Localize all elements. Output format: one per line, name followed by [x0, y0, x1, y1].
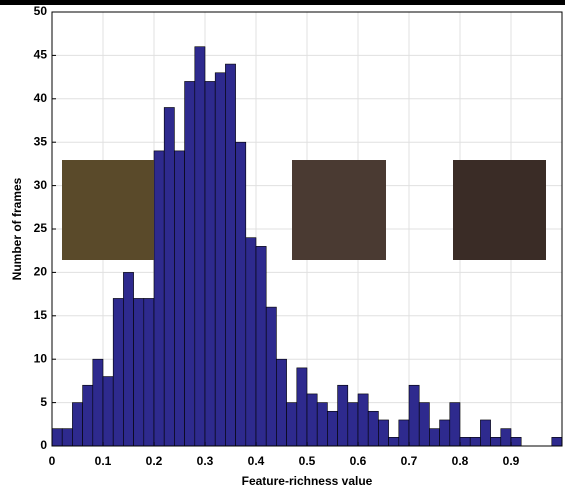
y-tick-label: 5	[40, 395, 47, 409]
x-tick-label: 0.5	[299, 454, 316, 468]
bar	[459, 437, 471, 447]
bar	[286, 402, 298, 447]
bar	[367, 410, 379, 447]
bar	[398, 419, 410, 447]
bar	[357, 393, 369, 447]
bar	[551, 437, 563, 447]
bar	[133, 298, 145, 447]
y-tick-label: 0	[40, 438, 47, 452]
y-tick-label: 50	[34, 4, 48, 18]
bar	[296, 367, 308, 447]
bar	[490, 437, 502, 447]
bar	[153, 150, 165, 447]
bar	[510, 437, 522, 447]
bar	[306, 393, 318, 447]
x-tick-label: 0.4	[248, 454, 265, 468]
bar	[174, 150, 185, 447]
bar	[265, 306, 277, 447]
top-border	[0, 0, 565, 5]
y-tick-label: 20	[34, 265, 48, 279]
bar	[469, 437, 481, 447]
face-photo	[292, 160, 386, 260]
bar	[418, 402, 430, 447]
bar	[337, 384, 349, 447]
y-tick-label: 40	[34, 91, 48, 105]
x-tick-label: 0.8	[452, 454, 469, 468]
x-tick-label: 0.1	[95, 454, 112, 468]
bar	[143, 298, 155, 447]
bar	[255, 246, 267, 447]
face-photo	[453, 160, 546, 260]
bar	[61, 428, 73, 447]
x-tick-label: 0.6	[350, 454, 367, 468]
bar	[449, 402, 461, 447]
bar	[82, 384, 94, 447]
x-tick-label: 0.7	[401, 454, 418, 468]
bar	[500, 428, 512, 447]
face-photo	[62, 160, 154, 260]
bar	[72, 402, 83, 447]
bar	[388, 437, 400, 447]
bar	[429, 428, 440, 447]
bar	[327, 410, 338, 447]
bar	[225, 63, 236, 447]
bar	[276, 358, 287, 447]
x-tick-label: 0.3	[197, 454, 214, 468]
bar	[112, 298, 124, 447]
bars	[51, 46, 563, 447]
bar	[123, 272, 134, 447]
x-axis-label: Feature-richness value	[242, 474, 373, 488]
bar	[51, 428, 63, 447]
bar	[214, 72, 226, 447]
y-tick-label: 30	[34, 178, 48, 192]
y-axis-label: Number of frames	[10, 177, 24, 280]
bar	[204, 81, 216, 447]
bar	[184, 81, 196, 447]
y-tick-label: 35	[34, 134, 48, 148]
bar	[439, 419, 451, 447]
bar	[316, 402, 328, 447]
y-tick-label: 45	[34, 48, 48, 62]
bar	[378, 419, 389, 447]
x-tick-label: 0	[49, 454, 56, 468]
y-tick-label: 25	[34, 221, 48, 235]
bar	[102, 376, 114, 447]
bar	[92, 358, 104, 447]
y-tick-label: 15	[34, 308, 48, 322]
bar	[480, 419, 491, 447]
bar	[235, 141, 247, 447]
y-tick-label: 10	[34, 351, 48, 365]
bar	[194, 46, 206, 447]
bar	[408, 384, 420, 447]
x-tick-label: 0.9	[503, 454, 520, 468]
x-tick-label: 0.2	[146, 454, 163, 468]
bar	[163, 107, 175, 447]
bar	[347, 402, 359, 447]
bar	[245, 237, 257, 447]
